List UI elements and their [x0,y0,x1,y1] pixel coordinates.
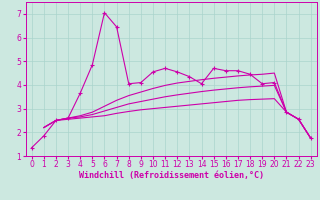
X-axis label: Windchill (Refroidissement éolien,°C): Windchill (Refroidissement éolien,°C) [79,171,264,180]
